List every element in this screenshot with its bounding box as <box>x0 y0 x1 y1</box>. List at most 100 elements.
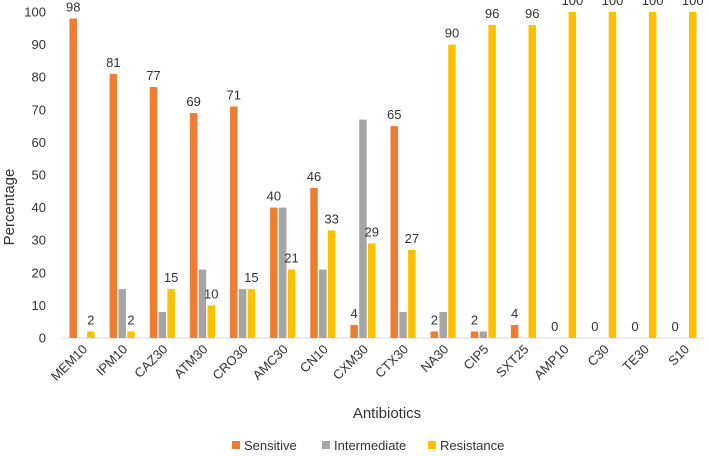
data-label-sensitive-amc30: 40 <box>267 189 281 204</box>
bar-intermediate-cn10 <box>319 269 327 338</box>
x-tick-label: CXM30 <box>330 342 371 383</box>
data-label-sensitive-mem10: 98 <box>66 0 80 15</box>
legend-swatch-intermediate <box>322 441 330 449</box>
y-axis-title: Percentage <box>1 169 18 246</box>
data-label-sensitive-c30: 0 <box>591 319 598 334</box>
x-tick-label: SXT25 <box>493 342 532 381</box>
bar-resistance-atm30 <box>207 305 215 338</box>
x-tick-label: NA30 <box>418 342 452 376</box>
bar-resistance-amc30 <box>287 269 296 338</box>
x-tick-label: IPM10 <box>93 342 130 379</box>
bar-sensitive-cxm30 <box>350 324 358 338</box>
data-label-resistance-cip5: 96 <box>485 6 499 21</box>
data-label-sensitive-cro30: 71 <box>227 88 241 103</box>
data-label-sensitive-amp10: 0 <box>551 319 558 334</box>
bar-sensitive-mem10 <box>69 18 78 339</box>
bar-intermediate-atm30 <box>198 269 207 338</box>
bar-sensitive-amc30 <box>270 207 278 338</box>
bar-intermediate-caz30 <box>158 311 167 338</box>
data-label-sensitive-caz30: 77 <box>146 68 160 83</box>
data-label-resistance-c30: 100 <box>602 0 624 8</box>
data-label-sensitive-atm30: 69 <box>186 94 200 109</box>
data-label-resistance-te30: 100 <box>642 0 664 8</box>
bar-intermediate-cxm30 <box>359 119 367 338</box>
y-tick-label: 0 <box>39 331 46 346</box>
x-tick-label: MEM10 <box>48 342 90 384</box>
x-tick-label: CN10 <box>297 342 331 376</box>
legend-swatch-resistance <box>428 441 436 449</box>
data-label-sensitive-na30: 2 <box>431 312 438 327</box>
x-axis-title: Antibiotics <box>353 405 421 422</box>
data-label-sensitive-sxt25: 4 <box>511 306 518 321</box>
bar-intermediate-ctx30 <box>399 311 407 338</box>
data-label-resistance-caz30: 15 <box>164 270 178 285</box>
bar-sensitive-caz30 <box>149 86 158 338</box>
bar-intermediate-cro30 <box>238 289 247 338</box>
data-labels: 9828127715691071154021463342965272902964… <box>66 0 704 334</box>
bar-resistance-mem10 <box>87 331 95 338</box>
x-tick-label: AMP10 <box>531 342 572 383</box>
data-label-resistance-na30: 90 <box>445 26 459 41</box>
bar-sensitive-na30 <box>430 331 439 338</box>
data-label-resistance-s10: 100 <box>682 0 704 8</box>
bar-resistance-sxt25 <box>528 25 536 338</box>
bar-resistance-cxm30 <box>367 243 376 338</box>
y-tick-label: 10 <box>32 298 46 313</box>
bar-sensitive-atm30 <box>189 113 198 338</box>
data-label-resistance-cro30: 15 <box>244 270 258 285</box>
y-axis: 0 10 20 30 40 50 60 70 80 90 100 <box>24 5 46 346</box>
y-tick-label: 40 <box>32 200 46 215</box>
x-tick-label: ATM30 <box>171 342 211 382</box>
bar-intermediate-na30 <box>439 311 447 338</box>
data-label-resistance-atm30: 10 <box>204 286 218 301</box>
y-tick-label: 90 <box>32 37 46 52</box>
legend-swatch-sensitive <box>232 441 240 449</box>
legend-label-intermediate: Intermediate <box>334 438 406 453</box>
data-label-resistance-cn10: 33 <box>324 211 338 226</box>
y-tick-label: 30 <box>32 233 46 248</box>
bar-intermediate-ipm10 <box>118 289 126 338</box>
legend-label-resistance: Resistance <box>440 438 504 453</box>
data-label-sensitive-te30: 0 <box>631 319 638 334</box>
bar-resistance-cro30 <box>247 289 256 338</box>
bar-sensitive-ctx30 <box>390 126 399 338</box>
x-tick-label: TE30 <box>619 342 652 375</box>
data-label-resistance-ctx30: 27 <box>405 231 419 246</box>
data-label-sensitive-s10: 0 <box>672 319 679 334</box>
bar-resistance-ctx30 <box>408 249 416 338</box>
x-tick-label: C30 <box>584 342 611 369</box>
y-tick-label: 100 <box>24 5 46 20</box>
bar-resistance-s10 <box>688 12 697 338</box>
bar-intermediate-cip5 <box>479 331 488 338</box>
data-label-resistance-mem10: 2 <box>87 312 94 327</box>
bar-resistance-amp10 <box>568 12 577 338</box>
y-tick-label: 80 <box>32 70 46 85</box>
bar-resistance-cip5 <box>488 25 496 338</box>
data-label-sensitive-ctx30: 65 <box>387 107 401 122</box>
y-tick-label: 60 <box>32 135 46 150</box>
data-label-sensitive-cn10: 46 <box>307 169 321 184</box>
legend: Sensitive Intermediate Resistance <box>232 438 504 453</box>
x-tick-label: CRO30 <box>209 342 250 383</box>
data-label-resistance-amc30: 21 <box>284 251 298 266</box>
data-label-sensitive-cxm30: 4 <box>351 306 358 321</box>
data-label-resistance-amp10: 100 <box>562 0 584 8</box>
bars <box>69 12 697 339</box>
data-label-resistance-sxt25: 96 <box>525 6 539 21</box>
bar-resistance-c30 <box>608 12 617 338</box>
bar-sensitive-ipm10 <box>109 73 118 338</box>
bar-sensitive-cip5 <box>470 331 479 338</box>
data-label-sensitive-ipm10: 81 <box>106 55 120 70</box>
data-label-resistance-ipm10: 2 <box>127 312 134 327</box>
x-tick-label: CTX30 <box>372 342 411 381</box>
data-label-resistance-cxm30: 29 <box>365 224 379 239</box>
y-tick-label: 70 <box>32 102 46 117</box>
bar-resistance-ipm10 <box>127 331 135 338</box>
bar-intermediate-amc30 <box>278 207 287 338</box>
y-tick-label: 20 <box>32 265 46 280</box>
x-tick-label: CAZ30 <box>131 342 170 381</box>
bar-resistance-caz30 <box>167 289 175 338</box>
data-label-sensitive-cip5: 2 <box>471 312 478 327</box>
